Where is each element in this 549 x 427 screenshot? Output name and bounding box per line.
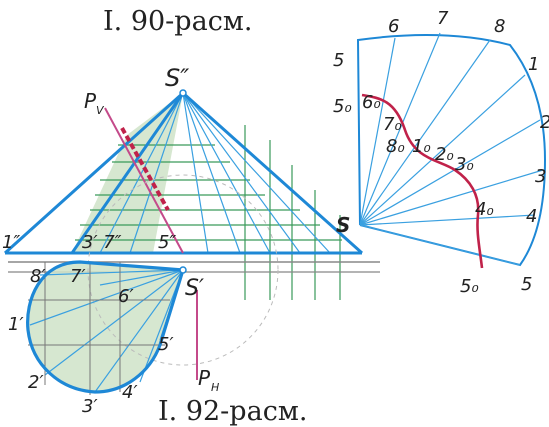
dev-curve-6: 6₀	[362, 92, 381, 113]
caption-top: I. 90-расм.	[103, 6, 253, 37]
dev-rim-1: 1	[528, 54, 539, 75]
label-top-2: 2′	[28, 372, 44, 393]
dev-rim-8: 8	[494, 16, 505, 37]
projection-lines	[244, 125, 341, 300]
label-front-1: 1″	[2, 232, 20, 253]
section-edge-front	[69, 92, 185, 255]
label-apex-front: S″	[165, 64, 189, 92]
dev-apex: S	[336, 213, 350, 237]
dev-curve-7: 7₀	[383, 114, 402, 135]
label-top-3: 3′	[82, 396, 98, 417]
dev-rim-6: 6	[388, 16, 399, 37]
apex-front-point	[179, 89, 187, 97]
label-apex-top: S′	[185, 276, 204, 301]
apex-top-point	[179, 266, 187, 274]
label-top-5: 5′	[158, 334, 174, 355]
label-top-7: 7′	[70, 266, 86, 287]
label-top-1: 1′	[8, 314, 24, 335]
dev-curve-5-end: 5₀	[460, 276, 479, 297]
label-top-8: 8′	[30, 266, 46, 287]
label-front-5: 5″	[158, 232, 176, 253]
plane-trace-v	[104, 107, 184, 254]
development-outline	[356, 34, 547, 267]
label-top-6: 6′	[118, 286, 134, 307]
section-curve-development	[361, 93, 484, 269]
label-trace-h: P	[198, 366, 211, 390]
level-lines	[75, 144, 342, 241]
dev-rim-4: 4	[526, 206, 537, 227]
top-construction	[28, 262, 170, 395]
caption-bottom: I. 92-расм.	[158, 396, 308, 427]
label-trace-v-sub: V	[96, 104, 105, 117]
dev-rim-2: 2	[540, 112, 549, 133]
section-fill-top	[27, 262, 183, 392]
dev-curve-8: 8₀	[386, 136, 405, 157]
dev-rim-5b: 5	[521, 274, 532, 295]
dev-curve-4: 4₀	[475, 199, 494, 220]
dev-curve-5-start: 5₀	[333, 96, 352, 117]
section-line-front	[120, 127, 170, 211]
label-front-3-7: 3′ 7″	[82, 232, 122, 253]
section-outline-top	[26, 260, 186, 394]
front-generators	[99, 92, 331, 254]
dev-rim-3: 3	[535, 166, 546, 187]
dev-rim-5a: 5	[333, 50, 344, 71]
cone-base-top	[87, 174, 279, 366]
dev-curve-1: 1₀	[412, 136, 431, 157]
labels: S″ P V 1″ 3′ 7″ 5″ 8′ 7′ S′ 6′ 1′ 5′ 2′ …	[2, 8, 549, 417]
dev-curve-2: 2₀	[435, 144, 454, 165]
dev-rim-7: 7	[437, 8, 449, 29]
development-rays	[359, 32, 544, 266]
label-trace-h-sub: H	[211, 381, 219, 394]
top-view	[26, 174, 279, 395]
label-top-4: 4′	[122, 382, 138, 403]
label-trace-v: P	[84, 89, 97, 113]
development	[356, 32, 547, 269]
dev-curve-3: 3₀	[455, 154, 474, 175]
front-view	[3, 89, 380, 300]
